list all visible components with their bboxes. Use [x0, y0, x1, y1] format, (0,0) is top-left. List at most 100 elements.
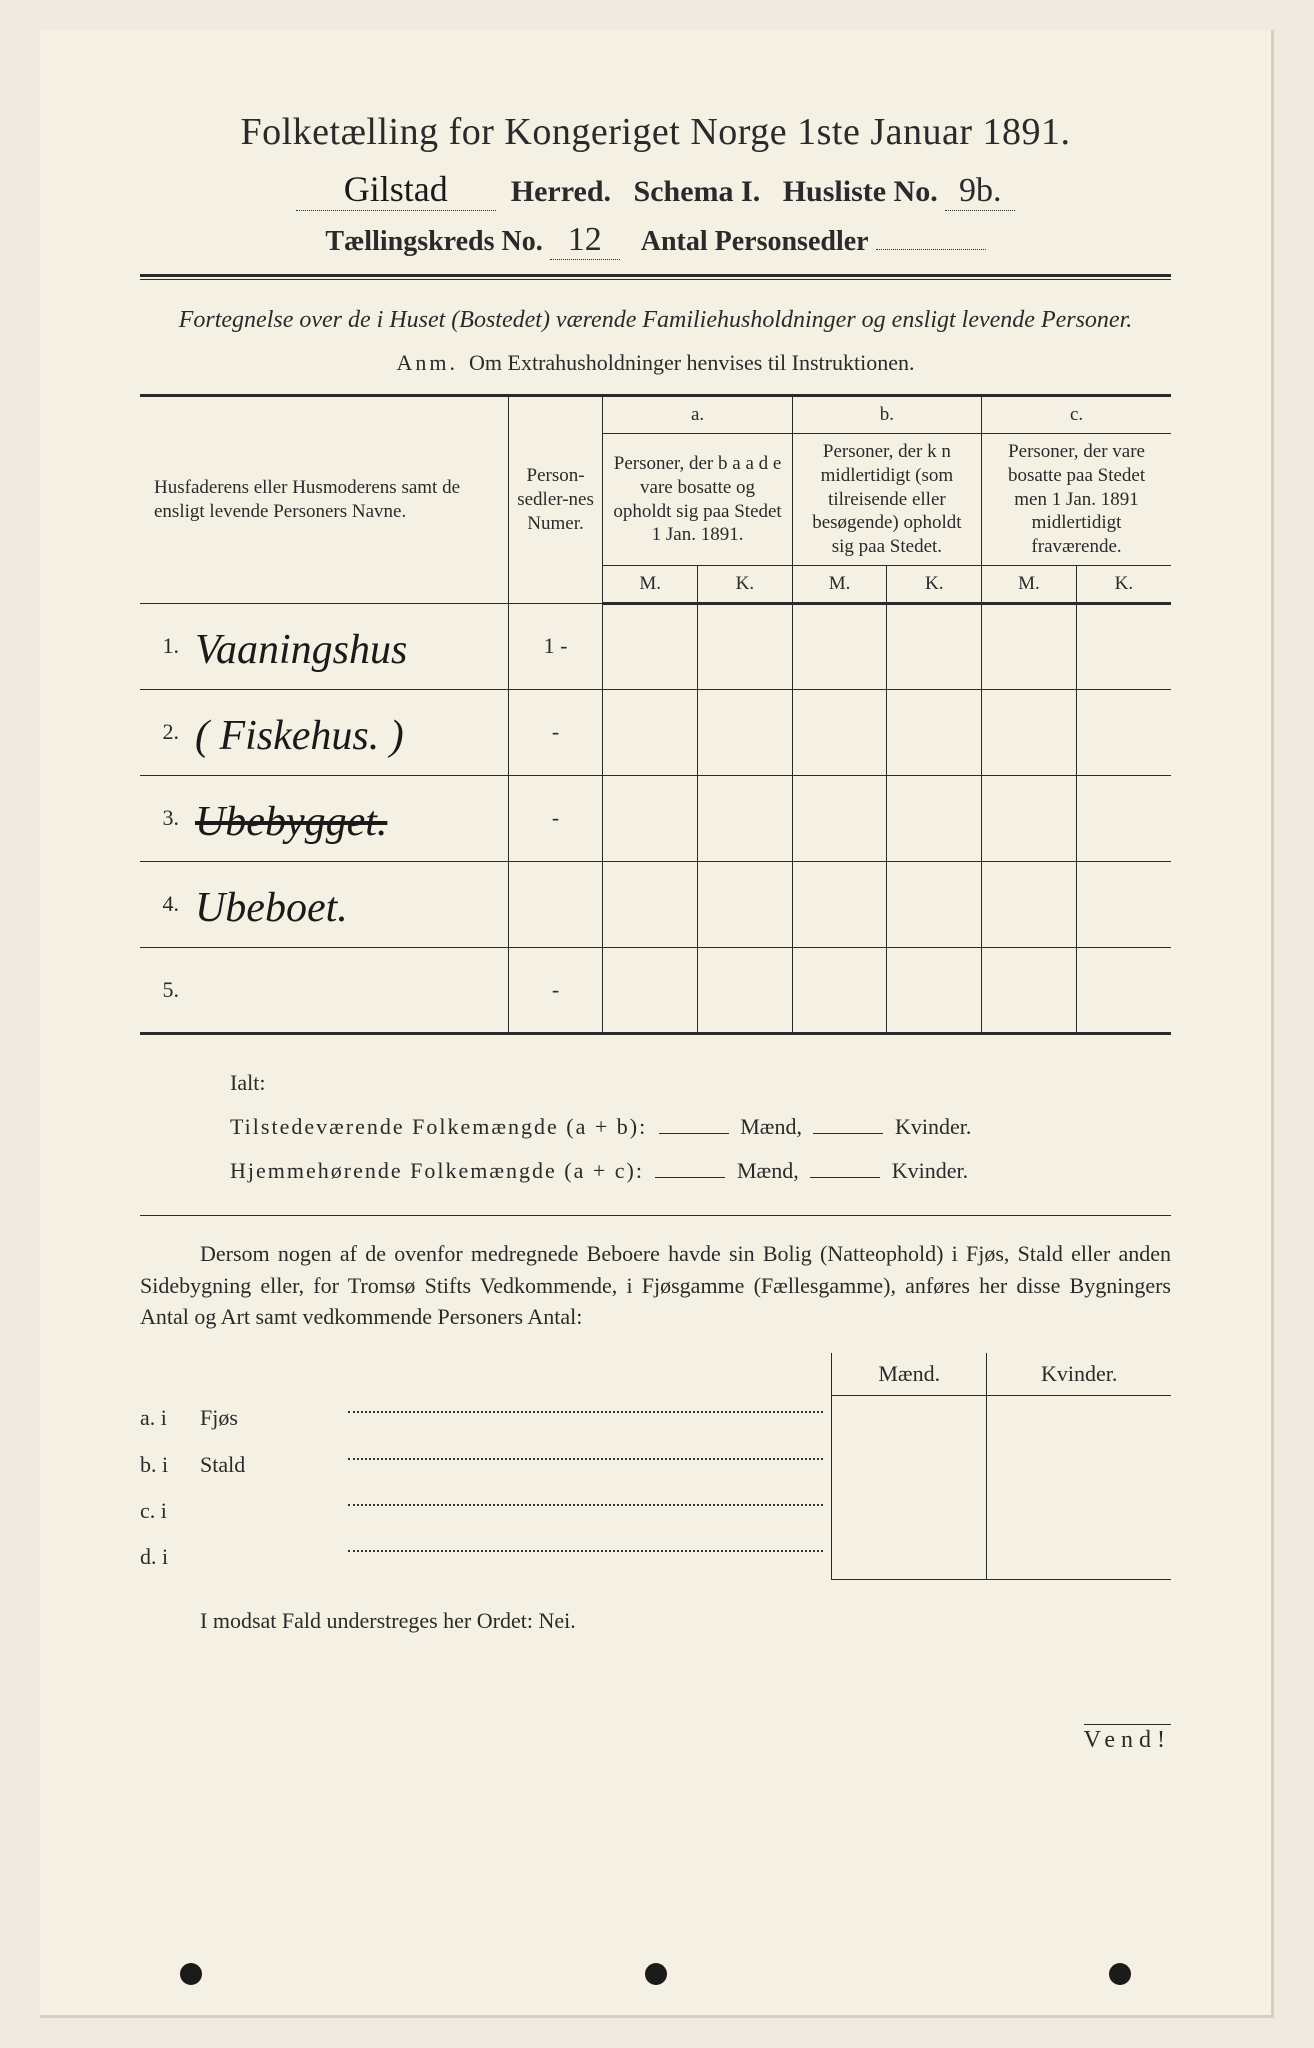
lower-lab: c. i	[140, 1488, 200, 1534]
lower-txt: Stald	[200, 1442, 340, 1488]
lower-table: Mænd. Kvinder.	[832, 1353, 1171, 1580]
divider	[140, 274, 1171, 280]
row-name	[189, 947, 508, 1033]
row-pnum: -	[508, 689, 603, 775]
totals-block: Ialt: Tilstedeværende Folkemængde (a + b…	[230, 1061, 1171, 1193]
cell	[698, 689, 793, 775]
col-b: Personer, der k n midlertidigt (som tilr…	[792, 434, 981, 566]
cell	[603, 947, 698, 1033]
row-num: 4.	[140, 861, 189, 947]
cell	[832, 1396, 987, 1442]
census-form-page: Folketælling for Kongeriget Norge 1ste J…	[40, 30, 1274, 2018]
row-num: 5.	[140, 947, 189, 1033]
kvinder-label: Kvinder.	[895, 1114, 971, 1139]
dotted-line	[348, 1395, 823, 1413]
kreds-no: 12	[550, 221, 620, 260]
row-name: ( Fiskehus. )	[189, 689, 508, 775]
col-c-top: c.	[982, 396, 1171, 434]
blank	[655, 1164, 725, 1178]
row-pnum	[508, 861, 603, 947]
cell	[1076, 689, 1171, 775]
col-c: Personer, der vare bosatte paa Stedet me…	[982, 434, 1171, 566]
cell	[832, 1442, 987, 1488]
lower-txt: Fjøs	[200, 1395, 340, 1441]
cell	[792, 689, 887, 775]
totals-line-2: Hjemmehørende Folkemængde (a + c): Mænd,…	[230, 1149, 1171, 1193]
cell	[1076, 861, 1171, 947]
col-c-k: K.	[1076, 565, 1171, 603]
cell	[982, 861, 1077, 947]
lower-right: Mænd. Kvinder.	[831, 1353, 1171, 1580]
cell	[887, 861, 982, 947]
row-pnum: -	[508, 775, 603, 861]
row-num: 1.	[140, 603, 189, 689]
cell	[603, 775, 698, 861]
cell	[792, 947, 887, 1033]
nei-line: I modsat Fald understreges her Ordet: Ne…	[140, 1608, 1171, 1634]
antal-label: Antal Personsedler	[641, 226, 869, 257]
paragraph: Dersom nogen af de ovenfor medregnede Be…	[140, 1238, 1171, 1334]
blank	[813, 1120, 883, 1134]
lower-section: a. i Fjøs b. i Stald c. i d. i	[140, 1353, 1171, 1580]
cell	[1076, 775, 1171, 861]
husliste-no: 9b.	[945, 172, 1015, 211]
cell	[987, 1488, 1171, 1534]
row-name: Vaaningshus	[189, 603, 508, 689]
table-row: 1. Vaaningshus 1 -	[140, 603, 1171, 689]
cell	[832, 1488, 987, 1534]
row-name: Ubebygget.	[189, 775, 508, 861]
row-pnum: 1 -	[508, 603, 603, 689]
page-title: Folketælling for Kongeriget Norge 1ste J…	[140, 110, 1171, 154]
husliste-label: Husliste No.	[783, 175, 938, 208]
cell	[982, 947, 1077, 1033]
col-a-k: K.	[698, 565, 793, 603]
row-name: Ubeboet.	[189, 861, 508, 947]
lower-maend-label: Mænd.	[832, 1353, 987, 1396]
hole-icon	[645, 1963, 667, 1985]
maend-label: Mænd,	[740, 1114, 802, 1139]
row-pnum: -	[508, 947, 603, 1033]
col-names: Husfaderens eller Husmoderens samt de en…	[140, 396, 508, 603]
antal-value	[876, 249, 986, 250]
row-num: 2.	[140, 689, 189, 775]
anm-label: Anm.	[397, 350, 459, 375]
lower-txt	[200, 1488, 340, 1534]
main-table: Husfaderens eller Husmoderens samt de en…	[140, 394, 1171, 1034]
cell	[698, 775, 793, 861]
col-c-m: M.	[982, 565, 1077, 603]
maend-label: Mænd,	[737, 1158, 799, 1183]
lower-row: a. i Fjøs	[140, 1395, 831, 1441]
col-b-top: b.	[792, 396, 981, 434]
dotted-line	[348, 1534, 823, 1552]
herred-handwritten: Gilstad	[296, 168, 496, 211]
lower-row: c. i	[140, 1488, 831, 1534]
divider	[140, 1215, 1171, 1216]
cell	[832, 1534, 987, 1580]
lower-row: d. i	[140, 1534, 831, 1580]
lower-lab: a. i	[140, 1395, 200, 1441]
table-row: 4. Ubeboet.	[140, 861, 1171, 947]
schema-label: Schema I.	[634, 175, 761, 208]
col-a-m: M.	[603, 565, 698, 603]
cell	[982, 775, 1077, 861]
subtitle: Fortegnelse over de i Huset (Bostedet) v…	[140, 304, 1171, 336]
cell	[698, 603, 793, 689]
lower-txt	[200, 1534, 340, 1580]
cell	[603, 689, 698, 775]
cell	[792, 861, 887, 947]
lower-row: b. i Stald	[140, 1442, 831, 1488]
cell	[987, 1534, 1171, 1580]
cell	[887, 603, 982, 689]
dotted-line	[348, 1442, 823, 1460]
hjemmehorende-label: Hjemmehørende Folkemængde (a + c):	[230, 1158, 644, 1183]
anm-text: Om Extrahusholdninger henvises til Instr…	[469, 350, 914, 375]
col-a: Personer, der b a a d e vare bosatte og …	[603, 434, 792, 566]
blank	[810, 1164, 880, 1178]
ialt-label: Ialt:	[230, 1061, 1171, 1105]
table-row: 5. -	[140, 947, 1171, 1033]
col-personsedler: Person-sedler-nes Numer.	[508, 396, 603, 603]
col-b-m: M.	[792, 565, 887, 603]
hole-icon	[1109, 1963, 1131, 1985]
lower-kvinder-label: Kvinder.	[987, 1353, 1171, 1396]
lower-lab: d. i	[140, 1534, 200, 1580]
